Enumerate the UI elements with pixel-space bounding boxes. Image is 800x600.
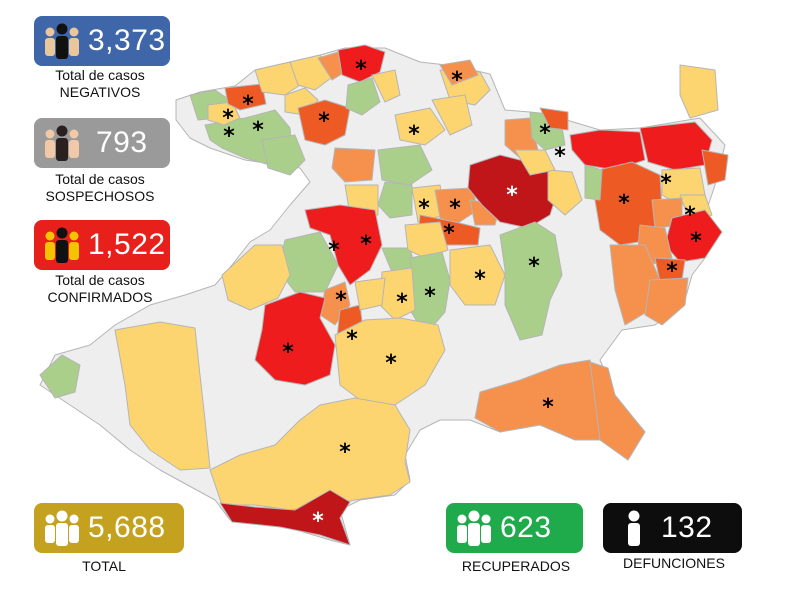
map-region-green [261,134,306,176]
map-region-yellow [371,69,401,103]
map-marker: * [252,118,264,143]
map-marker: * [542,395,554,420]
people-icon [45,125,79,161]
map-region-orange [297,99,351,146]
map-marker: * [335,288,347,313]
map-marker: * [418,196,430,221]
map-region-yellow [679,64,719,119]
map-region-orange [331,147,376,183]
map-region-orange [224,83,267,111]
map-marker: * [242,92,254,117]
map-region-yellow [449,244,506,306]
recuperados-label: RECUPERADOS [461,558,571,574]
map-marker: * [312,509,324,534]
people-icon [45,23,79,59]
map-marker: * [451,68,463,93]
map-marker: * [666,259,678,284]
map-marker: * [528,254,540,279]
map-marker: * [355,57,367,82]
map-region-yellow [514,149,556,176]
negativos-badge: 3,373 [34,16,170,66]
map-marker: * [360,232,372,257]
map-region-green [584,164,603,201]
negativos-label-line2: NEGATIVOS [59,84,141,100]
map-region-yellow [254,61,301,96]
defunciones-label: DEFUNCIONES [623,555,725,571]
recuperados-count: 623 [500,511,552,544]
map-region-red [254,291,336,386]
confirmados-count: 1,522 [88,228,166,261]
map-marker: * [554,144,566,169]
map-marker: * [339,440,351,465]
map-region-green [377,181,413,219]
map-marker: * [396,290,408,315]
people-icon [45,510,79,546]
map-markers: * * * * * * * * * * * * * * * * * * * * … [222,57,702,534]
map-region-orange [589,361,646,461]
confirmados-badge: 1,522 [34,220,170,270]
map-region-orange [434,187,479,226]
total-caption: TOTAL [34,558,174,575]
confirmados-caption: Total de casos CONFIRMADOS [30,272,170,306]
map-region-orange [539,107,569,131]
map-region-green [345,77,381,116]
people-icon [457,510,491,546]
map-region-orange [644,277,689,326]
map-marker: * [506,183,518,208]
map-region-yellow [547,169,583,216]
people-icon [45,227,79,263]
map-region-yellow [221,244,291,311]
map-marker: * [660,171,672,196]
recuperados-caption: RECUPERADOS [446,558,586,575]
defunciones-badge: 132 [603,503,742,553]
negativos-label-line1: Total de casos [55,67,145,83]
sospechosos-label-line1: Total de casos [55,171,145,187]
total-badge: 5,688 [34,503,184,553]
map-region-yellow [394,107,446,146]
map-marker: * [222,106,234,131]
defunciones-caption: DEFUNCIONES [604,555,744,572]
sospechosos-label-line2: SOSPECHOSOS [45,188,155,204]
sospechosos-badge: 793 [34,118,170,168]
map-marker: * [385,351,397,376]
total-label: TOTAL [82,558,126,574]
map-marker: * [684,203,696,228]
map-marker: * [282,340,294,365]
map-region-yellow [354,277,386,311]
confirmados-label-line1: Total de casos [55,272,145,288]
map-marker: * [346,327,358,352]
map-region-orange [701,149,729,186]
negativos-count: 3,373 [88,24,166,57]
recuperados-badge: 623 [446,503,583,553]
map-region-green [377,144,433,186]
map-region-darkred [219,489,351,546]
map-region-yellow [431,94,473,136]
sospechosos-count: 793 [96,126,148,159]
map-region-yellow [334,317,446,406]
map-marker: * [408,122,420,147]
map-marker: * [223,124,235,149]
map-marker: * [690,229,702,254]
map-marker: * [539,121,551,146]
map-marker: * [449,196,461,221]
map-marker: * [443,221,455,246]
negativos-caption: Total de casos NEGATIVOS [30,67,170,101]
confirmados-label-line2: CONFIRMADOS [47,289,153,305]
map-region-yellow [114,321,211,471]
total-count: 5,688 [88,511,166,544]
map-marker: * [424,284,436,309]
map-marker: * [328,238,340,263]
defunciones-count: 132 [661,511,713,544]
map-region-orange [439,59,479,86]
map-marker: * [318,109,330,134]
person-icon [628,510,640,546]
sospechosos-caption: Total de casos SOSPECHOSOS [30,171,170,205]
map-region-green [39,354,81,399]
map-region-red [639,121,713,171]
map-region-red [337,44,386,83]
map-marker: * [618,191,630,216]
map-region-green [499,221,563,341]
map-marker: * [474,267,486,292]
